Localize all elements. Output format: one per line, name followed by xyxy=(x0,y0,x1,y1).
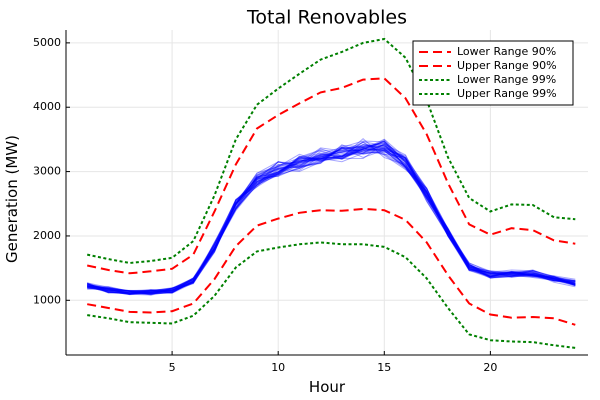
y-tick-label: 4000 xyxy=(33,100,61,113)
scenario-line xyxy=(87,144,576,295)
scenario-line xyxy=(87,151,576,295)
scenario-line xyxy=(87,140,576,295)
scenario-lines xyxy=(86,138,576,296)
legend-label: Upper Range 99% xyxy=(457,87,557,100)
scenario-line xyxy=(87,141,576,294)
scenario-line xyxy=(87,143,576,294)
legend-label: Lower Range 90% xyxy=(457,45,556,58)
scenario-line xyxy=(87,141,576,294)
series-line-3 xyxy=(86,37,576,265)
chart-title: Total Renovables xyxy=(246,7,407,29)
scenario-line xyxy=(87,138,576,293)
scenario-line xyxy=(86,148,576,294)
scenario-line xyxy=(87,148,576,294)
scenario-line xyxy=(87,140,576,295)
x-tick-label: 10 xyxy=(271,361,285,374)
tick-labels: 5 10 15 20 1000 2000 3000 4000 5000 xyxy=(33,36,497,374)
x-tick-label: 20 xyxy=(483,361,497,374)
range-series xyxy=(86,37,576,349)
y-axis-label: Generation (MW) xyxy=(3,135,21,263)
scenario-line xyxy=(87,148,576,293)
x-tick-label: 15 xyxy=(377,361,391,374)
legend-label: Lower Range 99% xyxy=(457,73,556,86)
scenario-line xyxy=(87,145,576,294)
scenario-line xyxy=(87,147,576,294)
scenario-line xyxy=(87,140,576,295)
scenario-line xyxy=(87,145,576,293)
series-line-0 xyxy=(87,207,576,326)
scenario-line xyxy=(87,148,576,292)
scenario-line xyxy=(87,144,576,296)
scenario-line xyxy=(87,142,576,295)
scenario-line xyxy=(87,143,576,292)
legend: Lower Range 90%Upper Range 90%Lower Rang… xyxy=(412,40,574,106)
scenario-line xyxy=(87,151,576,295)
scenario-line xyxy=(87,146,576,293)
scenario-line xyxy=(87,148,576,296)
scenario-line xyxy=(87,140,576,294)
scenario-line xyxy=(87,138,576,292)
x-tick-label: 5 xyxy=(169,361,176,374)
legend-label: Upper Range 90% xyxy=(457,59,557,72)
series-line-1 xyxy=(86,77,576,275)
scenario-line xyxy=(87,142,576,294)
y-tick-label: 5000 xyxy=(33,36,61,49)
scenario-line xyxy=(87,146,576,296)
scenario-line xyxy=(87,146,576,295)
series-line-2 xyxy=(87,241,576,349)
scenario-line xyxy=(87,147,576,295)
scenario-line xyxy=(87,146,576,295)
scenario-line xyxy=(87,149,576,295)
scenario-line xyxy=(87,143,576,295)
axes xyxy=(65,30,588,356)
scenario-line xyxy=(87,142,576,294)
x-axis-label: Hour xyxy=(309,378,346,396)
scenario-line xyxy=(87,147,576,295)
scenario-line xyxy=(87,141,576,296)
scenario-line xyxy=(87,143,576,293)
y-tick-label: 2000 xyxy=(33,229,61,242)
scenario-line xyxy=(87,147,576,295)
y-tick-label: 3000 xyxy=(33,165,61,178)
scenario-line xyxy=(87,143,576,293)
scenario-line xyxy=(87,144,576,294)
y-tick-label: 1000 xyxy=(33,293,61,306)
scenario-line xyxy=(87,139,576,294)
scenario-line xyxy=(87,140,576,296)
